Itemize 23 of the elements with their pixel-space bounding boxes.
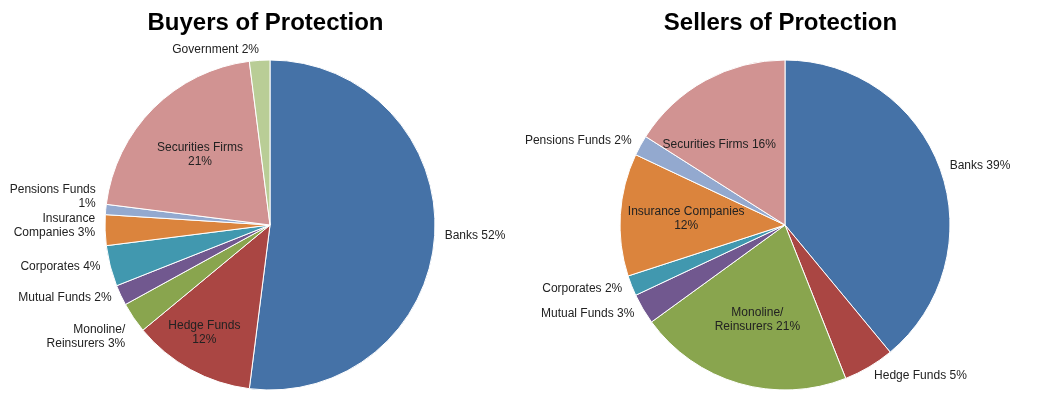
- slice-label: Securities Firms: [156, 140, 243, 155]
- slice-label: Corporates 4%: [20, 258, 101, 273]
- chart-title: Sellers of Protection: [662, 8, 899, 37]
- slice-label: Pensions Funds: [9, 181, 96, 196]
- chart-title: Buyers of Protection: [146, 8, 385, 37]
- slice-label: Monoline/ Reinsurers 21%: [714, 305, 801, 334]
- data-label: 1%: [78, 195, 97, 210]
- slice-label: Banks 52%: [444, 228, 506, 243]
- slice-label: Hedge Funds: [168, 318, 241, 333]
- slice-label: Monoline/ Reinsurers 3%: [46, 322, 126, 351]
- slice-label: Securities Firms 16%: [662, 137, 777, 152]
- data-label: 21%: [187, 154, 213, 169]
- slice-label: Mutual Funds 2%: [18, 289, 112, 304]
- data-label: 12%: [192, 332, 217, 347]
- slice-label: Pensions Funds 2%: [524, 132, 632, 147]
- slice-label: Banks 39%: [949, 157, 1011, 172]
- slice-label: Mutual Funds 3%: [540, 306, 635, 321]
- data-label: 12%: [674, 217, 699, 232]
- slice-label: Corporates 2%: [542, 281, 623, 296]
- slice-label: Insurance Companies 3%: [13, 211, 96, 240]
- slice-label: Government 2%: [172, 42, 260, 57]
- slice-label: Insurance Companies: [627, 203, 745, 218]
- slice-label: Hedge Funds 5%: [874, 367, 968, 382]
